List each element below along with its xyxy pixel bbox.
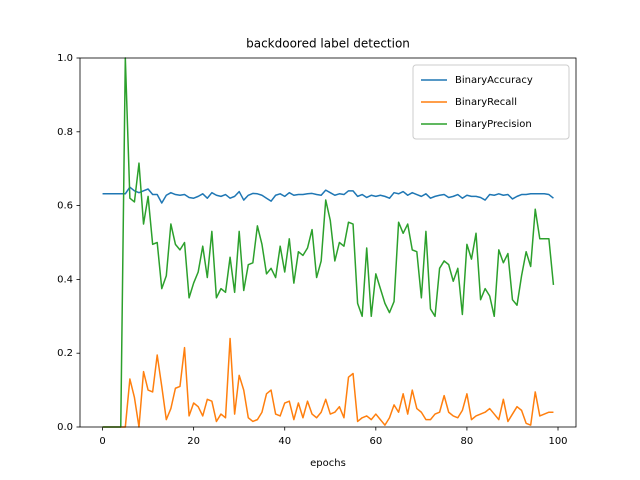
y-tick-label: 0.6: [57, 201, 73, 212]
y-tick-label: 1.0: [57, 53, 73, 64]
data-line: [102, 186, 554, 204]
y-tick-label: 0.0: [57, 422, 73, 433]
x-tick-label: 100: [548, 436, 567, 447]
plot-frame: [79, 57, 577, 428]
legend-label: BinaryPrecision: [455, 119, 532, 130]
x-tick-label: 60: [369, 436, 382, 447]
y-tick-label: 0.4: [57, 274, 73, 285]
x-axis-label: epochs: [310, 458, 346, 469]
data-line: [102, 57, 555, 428]
x-tick-label: 20: [187, 436, 200, 447]
x-tick-label: 80: [461, 436, 474, 447]
legend-label: BinaryRecall: [455, 97, 517, 108]
x-tick-label: 40: [278, 436, 291, 447]
chart-title: backdoored label detection: [246, 37, 410, 51]
data-line: [102, 337, 554, 428]
x-tick-label: 0: [99, 436, 105, 447]
y-tick-label: 0.8: [57, 127, 73, 138]
y-tick-label: 0.2: [57, 348, 73, 359]
legend-box: [412, 64, 570, 140]
legend-label: BinaryAccuracy: [455, 75, 533, 86]
